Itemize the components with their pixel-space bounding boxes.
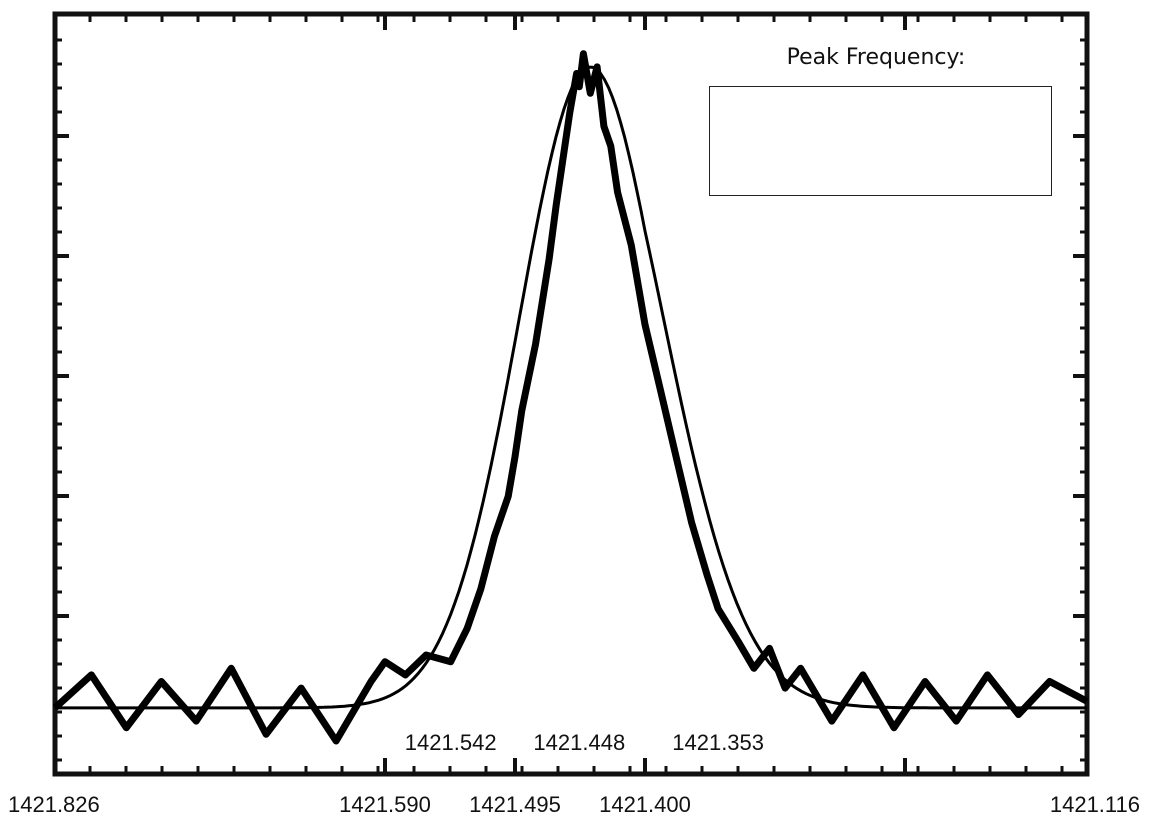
x-tick-label: 1421.590 [339, 792, 431, 817]
plot-frame [52, 11, 1090, 777]
x-inner-tick-label: 1421.542 [405, 730, 497, 755]
axis-ticks [55, 14, 1087, 774]
x-inner-tick-label: 1421.448 [533, 730, 625, 755]
peak-frequency-title: Peak Frequency: [787, 45, 966, 70]
x-inner-tick-label: 1421.353 [672, 730, 764, 755]
x-tick-label: 1421.495 [469, 792, 561, 817]
x-tick-label: 1421.826 [8, 792, 100, 817]
tick-labels: 1421.826 1421.590 1421.495 1421.400 1421.116… [8, 730, 1140, 817]
peak-frequency-input[interactable] [709, 86, 1052, 196]
series-layer [52, 50, 1089, 745]
x-tick-label: 1421.116 [1050, 792, 1140, 817]
x-tick-label: 1421.400 [599, 792, 691, 817]
series-line-fit [55, 65, 1087, 710]
